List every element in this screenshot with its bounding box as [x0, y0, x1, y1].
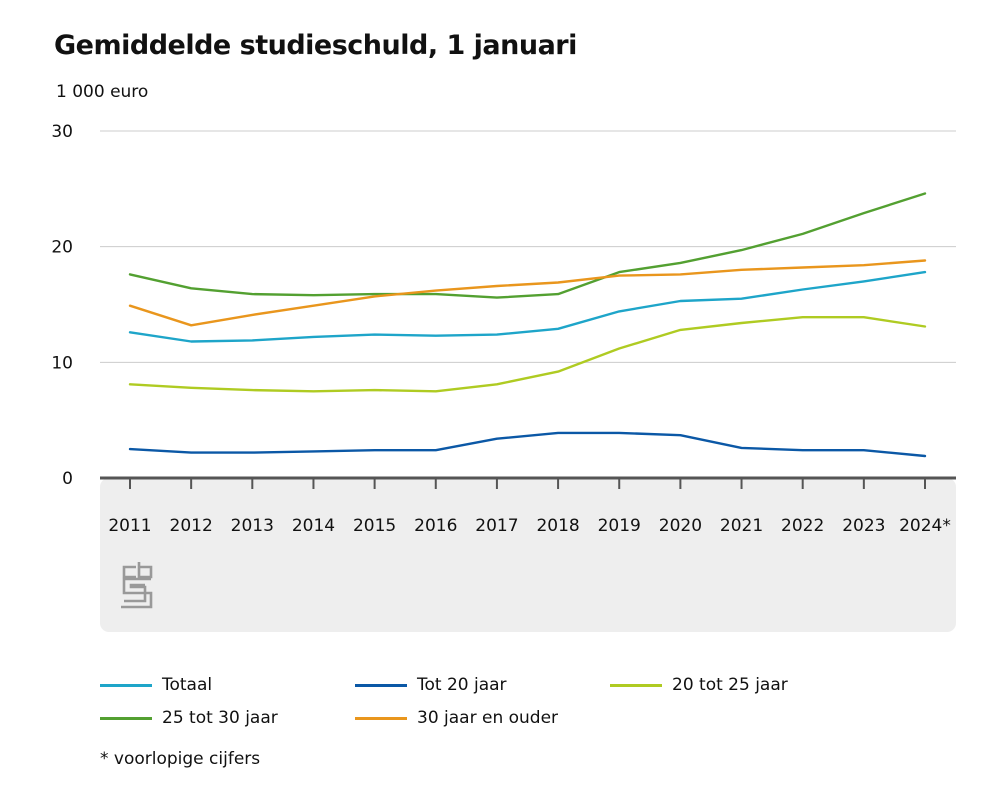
footnote: * voorlopige cijfers	[100, 749, 261, 769]
x-tick-label: 2024*	[899, 516, 951, 536]
legend-label: 25 tot 30 jaar	[162, 708, 278, 728]
legend-label: 30 jaar en ouder	[417, 708, 559, 728]
series-line-3	[128, 192, 927, 299]
x-tick-label: 2015	[353, 516, 396, 536]
y-tick-label: 0	[62, 469, 73, 489]
legend-swatch	[355, 716, 407, 720]
series-line-4	[128, 259, 927, 327]
x-tick-label: 2013	[231, 516, 274, 536]
cbs-logo	[121, 562, 153, 609]
legend-swatch	[610, 683, 662, 687]
legend-label: 20 tot 25 jaar	[672, 675, 788, 695]
y-tick-label: 20	[51, 238, 73, 258]
series-lines	[128, 192, 927, 458]
y-tick-label: 30	[51, 122, 73, 142]
x-tick-label: 2022	[781, 516, 824, 536]
x-tick-label: 2018	[536, 516, 579, 536]
gridlines	[100, 130, 956, 363]
legend-item: 30 jaar en ouder	[355, 705, 558, 731]
legend-label: Tot 20 jaar	[417, 675, 507, 695]
legend-item: Totaal	[100, 672, 212, 698]
series-line-0	[128, 270, 927, 343]
legend-item: 20 tot 25 jaar	[610, 672, 788, 698]
x-tick-label: 2011	[108, 516, 151, 536]
x-axis-panel	[100, 478, 956, 632]
legend-swatch	[355, 683, 407, 687]
x-tick-label: 2019	[598, 516, 641, 536]
line-chart: 0 10 20 30 2011 2012 2013 2014 2015 2016 2017 2018…	[51, 122, 956, 632]
x-tick-labels: 2011 2012 2013 2014 2015 2016 2017 2018 2019 2020…	[108, 516, 951, 536]
legend-item: 25 tot 30 jaar	[100, 705, 278, 731]
legend-item: Tot 20 jaar	[355, 672, 507, 698]
x-tick-label: 2017	[475, 516, 518, 536]
series-line-2	[128, 316, 927, 393]
y-tick-label: 10	[51, 353, 73, 373]
y-axis-unit-label: 1 000 euro	[56, 82, 149, 102]
x-tick-marks	[129, 478, 926, 489]
legend-label: Totaal	[162, 675, 213, 695]
x-tick-label: 2021	[720, 516, 763, 536]
x-tick-label: 2012	[170, 516, 213, 536]
series-line-1	[128, 431, 927, 458]
y-tick-labels: 0 10 20 30	[51, 122, 73, 489]
x-tick-label: 2020	[659, 516, 702, 536]
x-tick-label: 2016	[414, 516, 457, 536]
legend-swatch	[100, 683, 152, 687]
legend-swatch	[100, 716, 152, 720]
chart-title: Gemiddelde studieschuld, 1 januari	[54, 30, 577, 61]
x-tick-label: 2014	[292, 516, 335, 536]
x-tick-label: 2023	[842, 516, 885, 536]
